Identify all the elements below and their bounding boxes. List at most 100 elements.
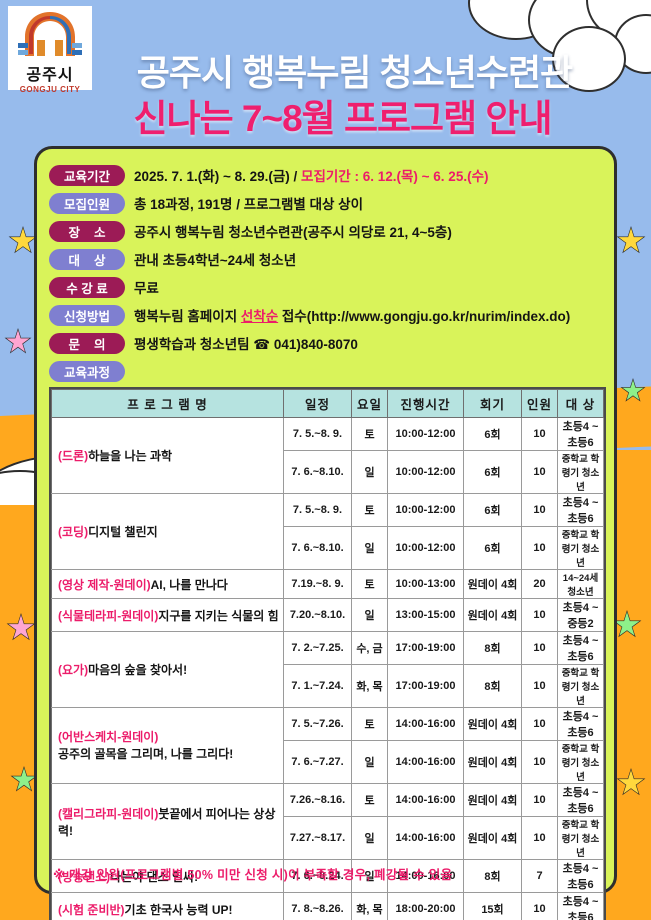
info-label-pill: 대 상 [49,248,125,270]
info-list: 교육기간 2025. 7. 1.(화) ~ 8. 29.(금) / 모집기간 : … [49,161,602,385]
program-title: AI, 나를 만나다 [150,577,228,592]
program-title: 마음의 숲을 찾아서! [88,663,188,677]
time-cell: 10:00-13:00 [387,569,464,599]
program-name-cell: (어반스케치-원데이) 공주의 골목을 그리며, 나를 그리다! [51,707,284,784]
table-header-cell: 회기 [463,389,522,418]
sessions-cell: 8회 [463,664,522,708]
time-cell: 14:00-16:00 [387,783,464,817]
program-name-cell: (드론)하늘을 나는 과학 [51,417,284,494]
info-row: 신청방법 행복누림 홈페이지 선착순 접수(http://www.gongju.g… [49,301,602,329]
info-row: 장 소 공주시 행복누림 청소년수련관(공주시 의당로 21, 4~5층) [49,217,602,245]
weekday-cell: 일 [351,598,388,632]
schedule-cell: 7. 6.~8.10. [283,526,352,570]
info-value: 관내 초등4학년~24세 청소년 [134,253,297,268]
program-table: 프 로 그 램 명 일정 요일 진행시간 회기 인원 대 상 (드론)하늘을 나는 과학 7.… [51,389,604,920]
info-label-pill: 수 강 료 [49,276,125,298]
highlighted-text[interactable]: 선착순 [240,309,279,324]
target-cell: 초등4 ~ 초등6 [557,417,604,451]
table-header-cell: 요일 [351,389,388,418]
weekday-cell: 일 [351,740,388,784]
info-value: 평생학습과 청소년팀 ☎ 041)840-8070 [134,337,358,352]
table-row: (시험 준비반)기초 한국사 능력 UP! 7. 8.~8.26. 화, 목 18:0… [51,892,604,920]
program-title: 기초 한국사 능력 UP! [124,902,233,917]
info-row: 교육기간 2025. 7. 1.(화) ~ 8. 29.(금) / 모집기간 : … [49,161,602,189]
weekday-cell: 토 [351,569,388,599]
capacity-cell: 10 [521,493,558,527]
schedule-cell: 7. 5.~8. 9. [283,417,352,451]
table-row: 7. 6.~8.10. 일 10:00-12:00 6회 10 중학교 학령기 청소년 [52,526,604,570]
target-cell: 중학교 학령기 청소년 [557,450,604,494]
program-tag: (어반스케치-원데이) [58,730,159,745]
info-value: 총 18과정, 191명 / 프로그램별 대상 상이 [134,197,364,212]
time-cell: 10:00-12:00 [387,526,464,570]
table-row: (요가)마음의 숲을 찾아서! 7. 2.~7.25. 수, 금 17:00-19:0… [51,631,604,708]
program-name-cell: (코딩)디지털 챌린지 [51,493,284,570]
program-name-cell: (시험 준비반)기초 한국사 능력 UP! [51,892,284,920]
schedule-cell: 7. 2.~7.25. [283,631,352,665]
sessions-cell: 원데이 4회 [463,740,522,784]
info-row: 대 상 관내 초등4학년~24세 청소년 [49,245,602,273]
time-cell: 10:00-12:00 [387,493,464,527]
logo-name: 공주시 [26,67,74,84]
program-tag: (요가) [58,663,89,677]
info-label-pill: 장 소 [49,220,125,242]
cloud-icon [552,26,626,92]
capacity-cell: 10 [521,783,558,817]
program-title: 나는야 댄스 인싸! [110,869,199,884]
time-cell: 17:00-19:00 [387,631,464,665]
program-title: 디지털 챌린지 [88,525,158,539]
table-row: (식물테라피-원데이)지구를 지키는 식물의 힘 7.20.~8.10. 일 13:0… [51,598,604,632]
table-row: 7.27.~8.17. 일 14:00-16:00 원데이 4회 10 중학교 학령기 청… [52,816,604,860]
info-label-pill: 신청방법 [49,304,125,326]
program-name-cell: (요가)마음의 숲을 찾아서! [51,631,284,708]
table-row: (어반스케치-원데이) 공주의 골목을 그리며, 나를 그리다! 7. 5.~7.2… [51,707,604,784]
program-title: 하늘을 나는 과학 [88,449,173,463]
weekday-cell: 화, 목 [351,664,388,708]
sessions-cell: 15회 [463,892,522,920]
program-title: 붓끝에서 피어나는 상상력! [58,806,276,838]
weekday-cell: 토 [351,707,388,741]
time-cell: 17:00-19:00 [387,664,464,708]
capacity-cell: 10 [521,631,558,665]
target-cell: 초등4 ~ 초등6 [557,892,604,920]
target-cell: 초등4 ~ 초등6 [557,859,604,893]
table-row: (드론)하늘을 나는 과학 7. 5.~8. 9. 토 10:00-12:00 6회 10… [51,417,604,494]
info-row: 문 의 평생학습과 청소년팀 ☎ 041)840-8070 [49,329,602,357]
info-label-pill: 문 의 [49,332,125,354]
info-value: 무료 [134,281,159,296]
target-cell: 초등4 ~ 초등6 [557,707,604,741]
sessions-cell: 6회 [463,526,522,570]
weekday-cell: 토 [351,493,388,527]
program-name-cell: (방송댄스)나는야 댄스 인싸! [51,859,284,893]
sessions-cell: 8회 [463,859,522,893]
program-tag: (드론) [58,449,89,463]
info-label-pill: 교육과정 [49,360,125,382]
info-row: 수 강 료 무료 [49,273,602,301]
time-cell: 14:00-16:00 [387,740,464,784]
sessions-cell: 6회 [463,417,522,451]
table-header-cell: 대 상 [557,389,604,418]
target-cell: 중학교 학령기 청소년 [557,664,604,708]
info-row: 교육과정 [49,357,602,385]
capacity-cell: 10 [521,417,558,451]
weekday-cell: 화, 목 [351,892,388,920]
sessions-cell: 원데이 4회 [463,598,522,632]
gongju-city-logo: 공주시 GONGJU CITY [8,6,92,94]
weekday-cell: 일 [351,816,388,860]
schedule-cell: 7. 8.~8.26. [283,892,352,920]
program-tag: (캘리그라피-원데이) [58,806,159,821]
highlighted-text: 모집기간 : 6. 12.(목) ~ 6. 25.(수) [301,169,489,184]
table-body: (드론)하늘을 나는 과학 7. 5.~8. 9. 토 10:00-12:00 6회 10… [51,417,604,920]
schedule-cell: 7. 6.~8.10. [283,450,352,494]
schedule-cell: 7. 5.~7.26. [283,707,352,741]
time-cell: 14:00-16:00 [387,816,464,860]
weekday-cell: 수, 금 [351,631,388,665]
info-label-pill: 교육기간 [49,164,125,186]
capacity-cell: 10 [521,892,558,920]
info-value: 행복누림 홈페이지 선착순 접수(http://www.gongju.go.kr… [134,309,571,324]
table-header-row: 프 로 그 램 명 일정 요일 진행시간 회기 인원 대 상 [51,389,604,418]
table-row: (캘리그라피-원데이)붓끝에서 피어나는 상상력! 7.26.~8.16. 토 14:… [51,783,604,860]
weekday-cell: 토 [351,783,388,817]
target-cell: 중학교 학령기 청소년 [557,526,604,570]
